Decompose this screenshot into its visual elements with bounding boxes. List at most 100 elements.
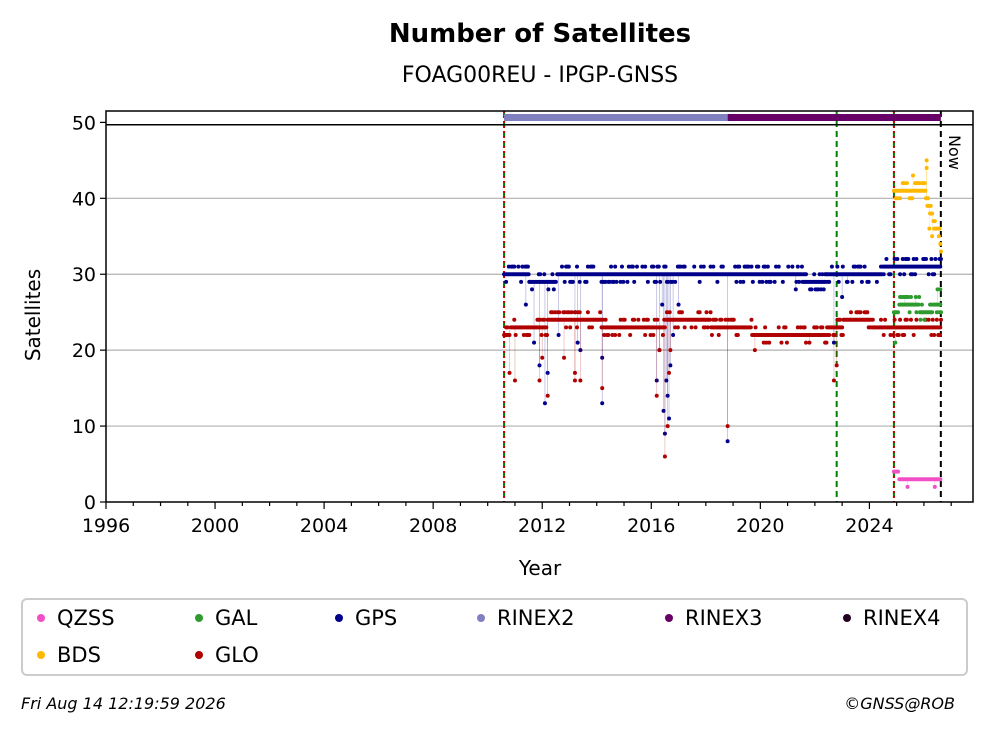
legend-label: RINEX3 [685,606,763,630]
chart-subtitle: FOAG00REU - IPGP-GNSS [402,63,678,88]
data-point [908,317,913,322]
data-point [600,401,605,406]
x-tick-label: 2016 [627,515,675,537]
data-point [609,264,614,269]
chart-title: Number of Satellites [389,19,691,49]
data-point [926,317,931,322]
data-point [902,332,907,337]
series-gps [502,257,943,444]
legend-item-gps: GPS [335,606,397,630]
data-point [914,310,919,315]
data-point [938,257,943,262]
data-point [905,484,910,489]
data-point [619,264,624,269]
legend-marker [843,614,851,622]
data-point [838,317,843,322]
x-tick-label: 2024 [845,515,893,537]
data-point [614,279,619,284]
data-point [562,279,567,284]
data-point [898,272,903,277]
data-point [896,332,901,337]
data-point [938,310,943,315]
data-point [820,325,825,330]
data-point [671,332,676,337]
data-point [914,257,919,262]
data-point [654,279,659,284]
x-tick-label: 1996 [82,515,130,537]
data-point [523,302,528,307]
data-point [763,325,768,330]
data-point [859,279,864,284]
data-point [904,181,909,186]
data-point [709,332,714,337]
data-point [932,484,937,489]
data-point [526,272,531,277]
data-point [821,287,826,292]
data-point [865,310,870,315]
legend-label: GLO [215,643,259,667]
now-label: Now [945,135,964,170]
data-point [689,325,694,330]
data-point [613,264,618,269]
rinex-bars [504,114,941,121]
data-point [682,264,687,269]
data-point [660,302,665,307]
data-point [507,370,512,375]
data-point [643,332,648,337]
data-point [840,325,845,330]
data-point [858,310,863,315]
data-point [658,279,663,284]
data-point [835,264,840,269]
y-ticks: 0 10 20 30 40 50 [72,112,106,514]
data-point [720,264,725,269]
data-point [776,325,781,330]
data-point [812,272,817,277]
data-point [937,332,942,337]
data-point [780,279,785,284]
data-point [589,325,594,330]
data-point [591,264,596,269]
data-point [663,264,668,269]
data-point [574,325,579,330]
data-point [566,264,571,269]
legend-label: QZSS [57,606,115,630]
data-point [600,386,605,391]
data-point [783,325,788,330]
legend: QZSS GAL GPS RINEX2 RINEX3 RINEX4 BDS GLO [21,598,968,676]
data-point [809,287,814,292]
data-point [716,332,721,337]
data-point [562,355,567,360]
legend-item-qzss: QZSS [37,606,115,630]
data-point [891,332,896,337]
data-point [767,340,772,345]
legend-label: GPS [355,606,398,630]
data-point [634,264,639,269]
data-point [725,424,730,429]
data-point [914,317,919,322]
data-point [708,310,713,315]
data-point [544,332,549,337]
data-point [651,332,656,337]
legend-label: BDS [57,643,101,667]
data-point [655,317,660,322]
data-point [512,264,517,269]
data-point [827,279,832,284]
data-point [505,325,510,330]
data-point [878,317,883,322]
data-point [577,279,582,284]
data-point [538,272,543,277]
y-tick-label: 10 [72,416,96,438]
data-point [632,317,637,322]
data-point [930,317,935,322]
data-point [662,454,667,459]
x-ticks: 1996 2000 2004 2008 2012 2016 2020 2024 [82,502,952,537]
data-point [697,279,702,284]
data-point [930,234,935,239]
data-point [636,317,641,322]
data-point [926,272,931,277]
data-point [938,302,943,307]
data-point [840,332,845,337]
data-point [904,317,909,322]
data-point [585,310,590,315]
data-point [932,219,937,224]
